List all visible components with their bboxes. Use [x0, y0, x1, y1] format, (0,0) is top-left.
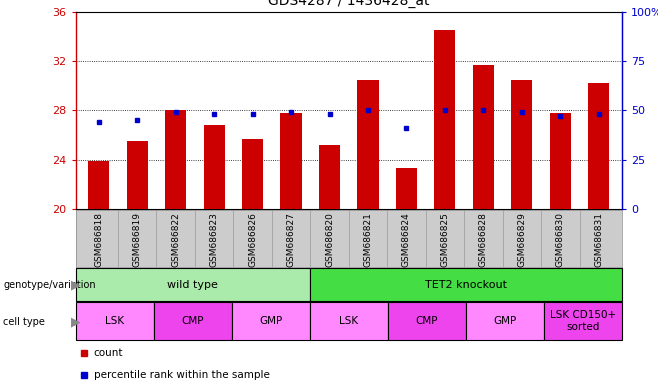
Bar [232, 302, 310, 340]
Text: CMP: CMP [182, 316, 204, 326]
Bar [310, 268, 622, 301]
Bar [357, 79, 378, 209]
Text: GSM686829: GSM686829 [517, 212, 526, 266]
Title: GDS4287 / 1436428_at: GDS4287 / 1436428_at [268, 0, 430, 8]
Text: cell type: cell type [3, 317, 45, 327]
Text: GSM686824: GSM686824 [402, 212, 411, 266]
Bar [319, 145, 340, 209]
Text: LSK: LSK [105, 316, 124, 326]
Bar [466, 302, 544, 340]
Bar [544, 302, 622, 340]
Bar [549, 113, 571, 209]
Text: GSM686826: GSM686826 [248, 212, 257, 266]
Bar [126, 141, 148, 209]
Text: LSK: LSK [339, 316, 359, 326]
Text: GSM686820: GSM686820 [325, 212, 334, 266]
Text: wild type: wild type [167, 280, 218, 290]
Bar [511, 79, 532, 209]
Bar [473, 65, 494, 209]
Bar [88, 161, 109, 209]
Bar [242, 139, 263, 209]
Text: GSM686830: GSM686830 [556, 212, 565, 267]
Text: CMP: CMP [415, 316, 438, 326]
Text: GSM686828: GSM686828 [479, 212, 488, 266]
Text: genotype/variation: genotype/variation [3, 280, 96, 290]
Text: GSM686818: GSM686818 [94, 212, 103, 267]
Bar [165, 111, 186, 209]
Text: GSM686821: GSM686821 [363, 212, 372, 266]
Text: GSM686822: GSM686822 [171, 212, 180, 266]
Bar [588, 83, 609, 209]
Text: GSM686825: GSM686825 [440, 212, 449, 266]
Bar [76, 268, 310, 301]
Text: count: count [93, 348, 123, 358]
Text: LSK CD150+
sorted: LSK CD150+ sorted [549, 310, 616, 332]
Text: GSM686819: GSM686819 [133, 212, 141, 267]
Bar [388, 302, 466, 340]
Text: percentile rank within the sample: percentile rank within the sample [93, 369, 270, 379]
Bar [310, 302, 388, 340]
Text: GSM686827: GSM686827 [286, 212, 295, 266]
Bar [396, 169, 417, 209]
Bar [154, 302, 232, 340]
Text: GSM686823: GSM686823 [210, 212, 218, 266]
Text: ▶: ▶ [71, 278, 81, 291]
Text: GSM686831: GSM686831 [594, 212, 603, 267]
Bar [280, 113, 301, 209]
Text: TET2 knockout: TET2 knockout [425, 280, 507, 290]
Text: ▶: ▶ [71, 315, 81, 328]
Bar [203, 125, 224, 209]
Text: GMP: GMP [493, 316, 517, 326]
Text: GMP: GMP [259, 316, 282, 326]
Bar [76, 302, 154, 340]
Bar [434, 30, 455, 209]
